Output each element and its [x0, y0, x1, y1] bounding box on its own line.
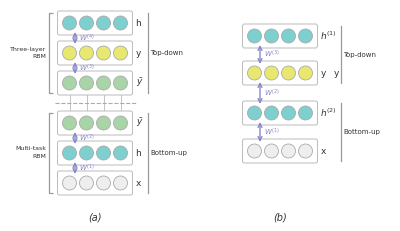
Circle shape: [248, 106, 262, 120]
FancyBboxPatch shape: [58, 171, 132, 195]
Text: (a): (a): [88, 212, 102, 222]
Text: y: y: [334, 69, 340, 77]
Text: y: y: [136, 49, 141, 58]
Circle shape: [62, 76, 76, 90]
Text: x: x: [320, 146, 326, 155]
Text: Bottom-up: Bottom-up: [344, 129, 380, 135]
Circle shape: [114, 116, 128, 130]
Circle shape: [80, 16, 94, 30]
Circle shape: [80, 146, 94, 160]
Text: $\bar{y}$: $\bar{y}$: [136, 117, 143, 129]
Text: $W^{(4)}$: $W^{(4)}$: [79, 32, 95, 44]
Circle shape: [282, 144, 296, 158]
Text: y: y: [320, 69, 326, 77]
FancyBboxPatch shape: [58, 71, 132, 95]
Text: $W^{(2)}$: $W^{(2)}$: [79, 132, 95, 144]
Text: $W^{(1)}$: $W^{(1)}$: [79, 162, 95, 174]
Text: $W^{(3)}$: $W^{(3)}$: [79, 62, 95, 74]
Circle shape: [264, 29, 278, 43]
Circle shape: [96, 116, 110, 130]
Circle shape: [264, 106, 278, 120]
Circle shape: [96, 76, 110, 90]
Circle shape: [62, 146, 76, 160]
Text: x: x: [136, 179, 141, 188]
Text: Top-down: Top-down: [150, 50, 184, 56]
Circle shape: [114, 176, 128, 190]
Text: Bottom-up: Bottom-up: [150, 150, 187, 156]
Text: $W^{(2)}$: $W^{(2)}$: [264, 87, 280, 99]
Text: $\bar{y}$: $\bar{y}$: [136, 76, 143, 89]
Circle shape: [114, 76, 128, 90]
Circle shape: [282, 106, 296, 120]
Circle shape: [298, 106, 312, 120]
Circle shape: [282, 66, 296, 80]
Circle shape: [248, 144, 262, 158]
Circle shape: [62, 176, 76, 190]
Text: (b): (b): [273, 212, 287, 222]
Circle shape: [264, 66, 278, 80]
Text: $W^{(3)}$: $W^{(3)}$: [264, 49, 280, 60]
Circle shape: [298, 144, 312, 158]
FancyBboxPatch shape: [242, 139, 318, 163]
Circle shape: [114, 146, 128, 160]
FancyBboxPatch shape: [58, 41, 132, 65]
Text: h: h: [136, 149, 141, 158]
Text: $W^{(1)}$: $W^{(1)}$: [264, 126, 280, 138]
Circle shape: [114, 16, 128, 30]
Text: h: h: [136, 18, 141, 27]
Circle shape: [80, 76, 94, 90]
Text: RBM: RBM: [33, 155, 46, 159]
Text: $h^{(1)}$: $h^{(1)}$: [320, 30, 337, 42]
Text: Multi-task: Multi-task: [16, 146, 46, 152]
Circle shape: [282, 29, 296, 43]
FancyBboxPatch shape: [58, 111, 132, 135]
Circle shape: [96, 176, 110, 190]
Circle shape: [80, 46, 94, 60]
FancyBboxPatch shape: [58, 11, 132, 35]
Circle shape: [80, 176, 94, 190]
Text: Top-down: Top-down: [344, 52, 376, 58]
Circle shape: [264, 144, 278, 158]
Circle shape: [96, 46, 110, 60]
FancyBboxPatch shape: [242, 101, 318, 125]
Text: Three-layer: Three-layer: [10, 46, 46, 52]
Circle shape: [62, 16, 76, 30]
FancyBboxPatch shape: [242, 24, 318, 48]
Text: RBM: RBM: [33, 55, 46, 60]
Circle shape: [62, 46, 76, 60]
Circle shape: [62, 116, 76, 130]
Circle shape: [96, 16, 110, 30]
Text: $h^{(2)}$: $h^{(2)}$: [320, 107, 337, 119]
Circle shape: [80, 116, 94, 130]
Circle shape: [114, 46, 128, 60]
Circle shape: [248, 29, 262, 43]
Circle shape: [298, 29, 312, 43]
Circle shape: [298, 66, 312, 80]
Circle shape: [248, 66, 262, 80]
Circle shape: [96, 146, 110, 160]
FancyBboxPatch shape: [242, 61, 318, 85]
FancyBboxPatch shape: [58, 141, 132, 165]
